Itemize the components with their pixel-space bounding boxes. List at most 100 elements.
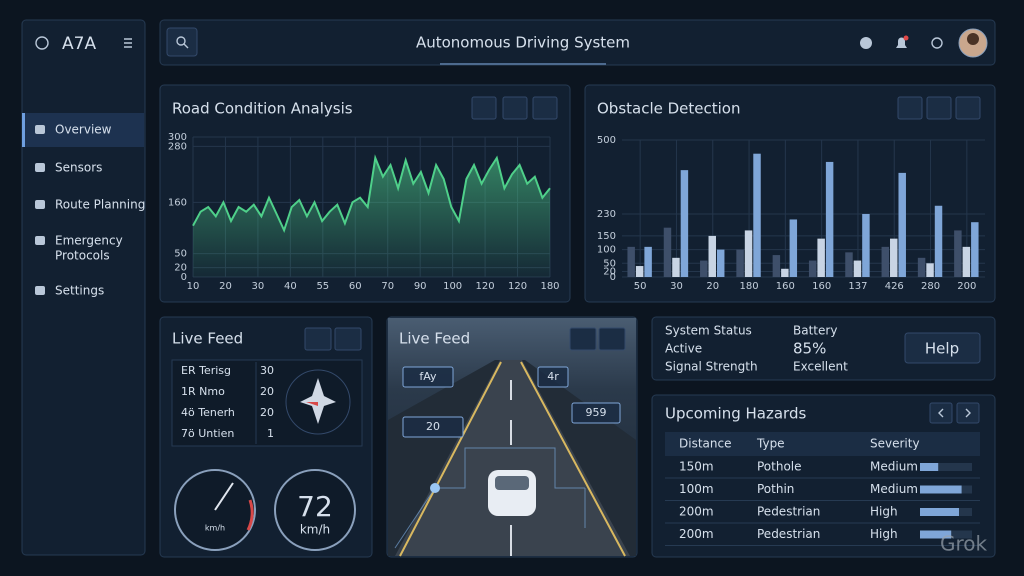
road [395, 360, 630, 556]
severity-bar [920, 508, 959, 516]
upload-button[interactable] [598, 327, 626, 351]
bar [744, 230, 753, 277]
cell: High [870, 505, 898, 519]
compass-needle [306, 402, 318, 406]
detection-label: fAy [419, 370, 437, 383]
search-icon [176, 36, 186, 46]
bar [644, 246, 652, 277]
x-tick-label: 200 [957, 281, 976, 292]
bar [825, 161, 834, 277]
info-icon[interactable] [860, 37, 872, 49]
settings-button[interactable] [569, 327, 597, 351]
cell: Medium [870, 460, 918, 474]
line-area [193, 158, 550, 277]
cell: 100m [679, 482, 714, 496]
bar [789, 219, 798, 277]
settings-icon[interactable] [931, 37, 943, 49]
bell-icon[interactable] [896, 37, 907, 49]
bar [627, 246, 635, 277]
feed-button[interactable] [304, 327, 332, 351]
compass-star [300, 378, 336, 424]
signal-value: Excellent [793, 360, 848, 374]
sensor-value: 20 [260, 385, 274, 398]
x-tick-label: 20 [706, 281, 719, 292]
x-tick-label: 20 [219, 281, 232, 292]
nav-item[interactable]: Sensors [55, 161, 102, 175]
bar [845, 252, 853, 277]
gauge-unit: km/h [300, 523, 330, 537]
nav-item[interactable]: Route Planning [55, 198, 145, 212]
bar [672, 257, 680, 277]
nav-item[interactable]: Protocols [55, 249, 110, 263]
bar [716, 249, 725, 277]
bar [954, 230, 962, 277]
y-tick-label: 300 [168, 132, 187, 143]
y-tick-label: 500 [597, 135, 616, 146]
nav-item[interactable]: Emergency [55, 234, 123, 248]
table-header [665, 432, 980, 456]
brand: A7A [62, 34, 96, 54]
sensor-overlay [394, 447, 586, 549]
status-label: System Status [665, 324, 752, 338]
column-header: Distance [679, 437, 731, 451]
x-tick-label: 137 [848, 281, 867, 292]
y-tick-label: 20 [174, 263, 187, 274]
bell-badge [903, 35, 909, 41]
bar [736, 249, 744, 277]
y-tick-label: 100 [597, 245, 616, 256]
list-button[interactable] [897, 96, 923, 120]
battery-label: Battery [793, 324, 837, 338]
panel-title: Obstacle Detection [597, 100, 741, 118]
pin-button[interactable] [334, 327, 362, 351]
bar [971, 222, 979, 277]
road-lines [399, 361, 626, 557]
x-tick-label: 55 [316, 281, 329, 292]
cell: Pothole [757, 460, 802, 474]
sensor-value: 20 [260, 406, 274, 419]
severity-bar [920, 485, 962, 494]
bar [781, 268, 789, 277]
sensor-label: 7ö Untien [181, 427, 234, 440]
share-button[interactable] [532, 96, 558, 120]
detection-label: 20 [426, 420, 440, 433]
gauge-redline [246, 499, 254, 531]
avatar-hair [967, 33, 979, 45]
cell: 200m [679, 505, 714, 519]
bar [635, 266, 644, 277]
line [192, 154, 551, 234]
menu-icon[interactable] [124, 38, 132, 48]
bar [926, 263, 934, 277]
watermark: Grok [940, 532, 988, 556]
signal-label: Signal Strength [665, 360, 758, 374]
compass [285, 369, 351, 435]
nav-item[interactable]: Settings [55, 284, 104, 298]
app-title: Autonomous Driving System [416, 34, 630, 52]
x-tick-label: 120 [508, 281, 527, 292]
nav-icon [35, 163, 45, 172]
panel-title: Upcoming Hazards [665, 405, 806, 423]
bar [934, 205, 943, 277]
export-button[interactable] [502, 96, 528, 120]
status-value: Active [665, 342, 702, 356]
battery-value: 85% [793, 340, 826, 358]
y-tick-label: 0 [181, 272, 187, 283]
x-tick-label: 30 [252, 281, 265, 292]
bar [708, 235, 716, 277]
y-tick-label: 50 [174, 249, 187, 260]
share-button[interactable] [955, 96, 981, 120]
filter-button[interactable] [471, 96, 497, 120]
next-button[interactable] [956, 402, 980, 424]
panel-title: Live Feed [172, 330, 243, 348]
sensor-node [430, 483, 440, 493]
export-button[interactable] [926, 96, 952, 120]
x-tick-label: 180 [540, 281, 559, 292]
nav-item[interactable]: Overview [55, 123, 112, 137]
search-button[interactable] [166, 27, 198, 57]
help-button[interactable] [904, 332, 981, 364]
y-tick-label: 230 [597, 209, 616, 220]
help-label[interactable]: Help [925, 340, 959, 358]
prev-button[interactable] [929, 402, 953, 424]
cell: Pothin [757, 482, 794, 496]
column-header: Severity [870, 437, 920, 451]
